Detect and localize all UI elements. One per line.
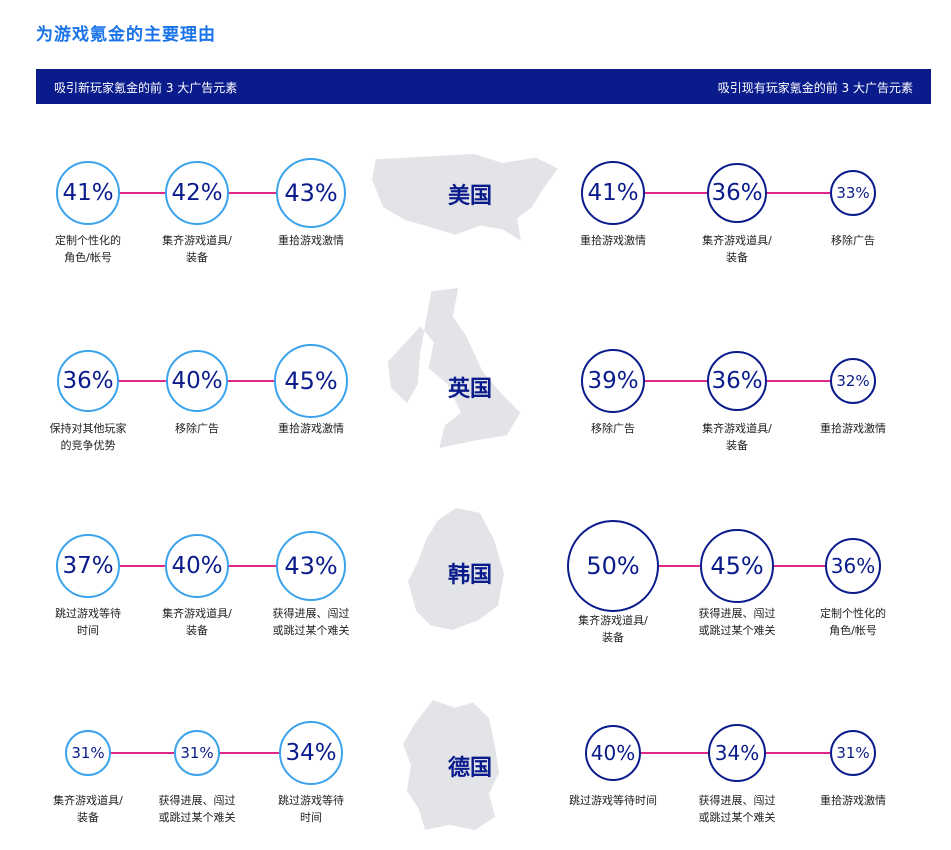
- right-stat-label: 重拾游戏激情: [820, 794, 886, 807]
- right-stat-label: 移除广告: [591, 422, 635, 435]
- right-stat-label: 定制个性化的 角色/帐号: [820, 607, 886, 637]
- right-stat-circle: 41%: [581, 161, 645, 225]
- left-stat-circle: 43%: [276, 531, 346, 601]
- section-banner: 吸引新玩家氪金的前 3 大广告元素 吸引现有玩家氪金的前 3 大广告元素: [36, 69, 931, 104]
- right-stat-label: 移除广告: [831, 234, 875, 247]
- left-stat-circle: 43%: [276, 158, 346, 228]
- country-label: 美国: [447, 184, 492, 209]
- left-stat-circle: 45%: [274, 344, 348, 418]
- left-stat-label: 重拾游戏激情: [278, 234, 344, 247]
- left-stat-circle: 31%: [174, 730, 220, 776]
- left-stat-circle: 36%: [57, 350, 119, 412]
- right-stat-circle: 31%: [830, 730, 876, 776]
- left-stat-circle: 40%: [166, 350, 228, 412]
- banner-left-label: 吸引新玩家氪金的前 3 大广告元素: [54, 81, 238, 95]
- right-stat-circle: 36%: [825, 538, 881, 594]
- left-stat-label: 集齐游戏道具/ 装备: [53, 794, 123, 824]
- right-stat-circle: 34%: [708, 724, 766, 782]
- germany-map-shape: [403, 700, 499, 830]
- left-stat-label: 跳过游戏等待 时间: [278, 794, 344, 824]
- uk-map-shape: [388, 288, 521, 448]
- left-stat-label: 获得进展、闯过 或跳过某个难关: [272, 607, 350, 637]
- left-stat-label: 集齐游戏道具/ 装备: [162, 234, 232, 264]
- left-stat-label: 获得进展、闯过 或跳过某个难关: [158, 794, 236, 824]
- right-stat-label: 重拾游戏激情: [820, 422, 886, 435]
- right-stat-label: 跳过游戏等待时间: [569, 794, 657, 807]
- left-stat-circle: 42%: [165, 161, 229, 225]
- right-stat-circle: 40%: [585, 725, 641, 781]
- right-stat-circle: 45%: [700, 529, 774, 603]
- left-stat-circle: 37%: [56, 534, 120, 598]
- country-label: 英国: [447, 377, 492, 402]
- right-stat-circle: 32%: [830, 358, 876, 404]
- right-stat-label: 集齐游戏道具/ 装备: [578, 614, 648, 644]
- right-stat-circle: 36%: [707, 351, 767, 411]
- left-stat-circle: 34%: [279, 721, 343, 785]
- page-title: 为游戏氪金的主要理由: [36, 25, 216, 45]
- country-label: 韩国: [447, 563, 492, 588]
- right-stat-label: 重拾游戏激情: [580, 234, 646, 247]
- left-stat-label: 集齐游戏道具/ 装备: [162, 607, 232, 637]
- left-stat-label: 跳过游戏等待 时间: [55, 607, 121, 637]
- left-stat-label: 重拾游戏激情: [278, 422, 344, 435]
- right-stat-circle: 50%: [567, 520, 659, 612]
- right-stat-label: 集齐游戏道具/ 装备: [702, 234, 772, 264]
- right-stat-circle: 36%: [707, 163, 767, 223]
- left-stat-circle: 40%: [165, 534, 229, 598]
- banner-right-label: 吸引现有玩家氪金的前 3 大广告元素: [717, 81, 913, 95]
- right-stat-label: 获得进展、闯过 或跳过某个难关: [698, 607, 776, 637]
- right-stat-label: 获得进展、闯过 或跳过某个难关: [698, 794, 776, 824]
- left-stat-label: 保持对其他玩家 的竞争优势: [49, 422, 127, 452]
- country-label: 德国: [447, 756, 492, 781]
- right-stat-label: 集齐游戏道具/ 装备: [702, 422, 772, 452]
- right-stat-circle: 39%: [581, 349, 645, 413]
- left-stat-circle: 31%: [65, 730, 111, 776]
- left-stat-label: 定制个性化的 角色/帐号: [55, 234, 121, 264]
- left-stat-circle: 41%: [56, 161, 120, 225]
- left-stat-label: 移除广告: [175, 422, 219, 435]
- right-stat-circle: 33%: [830, 170, 876, 216]
